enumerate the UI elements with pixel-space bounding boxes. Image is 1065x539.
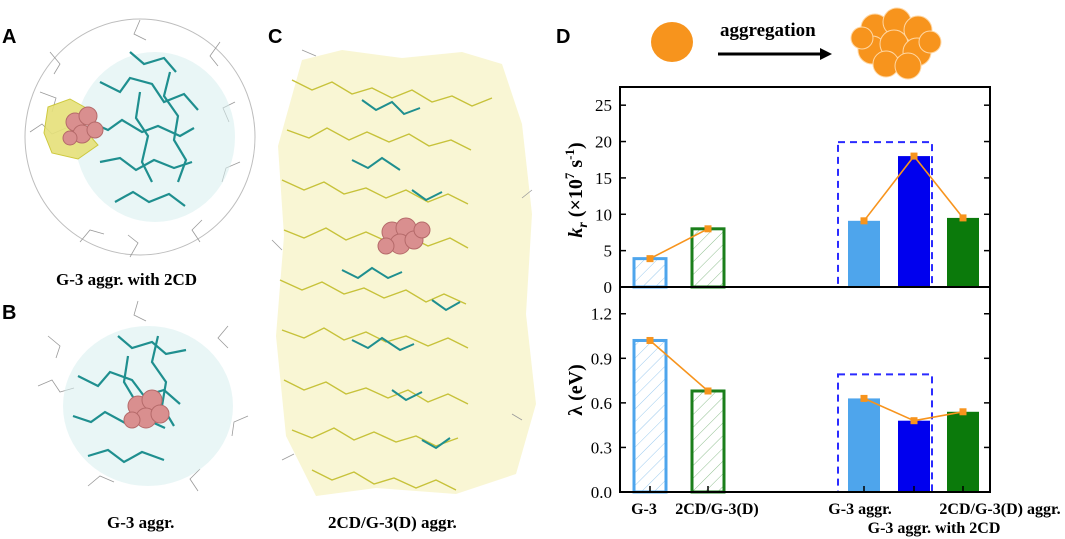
y-tick-label-0-5: 25 xyxy=(595,96,612,115)
bar-1-1 xyxy=(690,389,726,494)
data-point-0-4 xyxy=(959,214,967,222)
category-label-2: G-3 aggr. xyxy=(828,501,891,518)
ylabel-s: s xyxy=(565,160,587,173)
caption-c: 2CD/G-3(D) aggr. xyxy=(328,513,457,532)
y-tick-label-0-4: 20 xyxy=(595,133,612,152)
molecule-image-b xyxy=(37,300,249,492)
category-label-3: G-3 aggr. with 2CD xyxy=(868,520,1001,537)
series-line-1-0 xyxy=(649,339,709,392)
y-tick-label-1-2: 0.6 xyxy=(591,394,612,413)
ylabel-exp2: -1 xyxy=(562,149,577,160)
data-point-1-4 xyxy=(959,408,967,416)
y-axis-label-bottom: λ (eV) xyxy=(565,364,587,415)
panel-letter-a: A xyxy=(2,26,17,48)
single-particle xyxy=(651,22,693,62)
bar-0-4 xyxy=(947,217,979,287)
aggregate-cluster xyxy=(850,7,942,80)
y-tick-label-0-1: 5 xyxy=(604,242,613,261)
panel-letter-b: B xyxy=(2,302,17,324)
y-tick-label-1-3: 0.9 xyxy=(591,349,612,368)
ylabel-close: ) xyxy=(565,142,587,149)
ylabel-exp: 7 xyxy=(562,172,577,179)
chart-frame xyxy=(619,86,991,493)
bar-1-2 xyxy=(848,398,880,492)
data-point-0-0 xyxy=(646,255,654,263)
panel-letter-d: D xyxy=(556,26,571,48)
category-label-4: 2CD/G-3(D) aggr. xyxy=(939,501,1060,518)
bar-1-4 xyxy=(947,411,979,492)
molecule-image-c xyxy=(271,49,536,496)
data-point-0-3 xyxy=(910,152,918,160)
caption-a: G-3 aggr. with 2CD xyxy=(56,270,198,289)
series-line-1-1 xyxy=(863,397,915,422)
y-tick-label-0-0: 0 xyxy=(604,278,613,297)
ylabel-sub: r xyxy=(576,222,591,228)
y-tick-label-1-1: 0.3 xyxy=(591,438,612,457)
data-point-0-2 xyxy=(860,217,868,225)
caption-b: G-3 aggr. xyxy=(107,513,175,532)
y-tick-label-0-3: 15 xyxy=(595,169,612,188)
data-point-1-2 xyxy=(860,394,868,402)
data-point-1-0 xyxy=(646,336,654,344)
data-point-0-1 xyxy=(704,225,712,233)
bar-0-3 xyxy=(898,156,930,287)
y-axis-label-top: kr (×107 s-1) xyxy=(562,142,591,237)
series-line-1-2 xyxy=(913,410,964,422)
bar-0-2 xyxy=(848,220,880,287)
aggregation-arrow-head xyxy=(820,48,832,60)
bar-1-3 xyxy=(898,420,930,492)
aggregation-schematic: aggregation xyxy=(651,7,942,80)
category-label-0: G-3 xyxy=(631,501,657,518)
data-point-1-1 xyxy=(704,387,712,395)
y-tick-label-1-0: 0.0 xyxy=(591,483,612,502)
bar-1-0 xyxy=(632,338,668,494)
ylabel-units: (×10 xyxy=(565,179,587,222)
series-line-0-0 xyxy=(649,228,709,260)
ylabel-k: k xyxy=(565,228,587,238)
category-label-1: 2CD/G-3(D) xyxy=(675,501,759,518)
aggregation-label: aggregation xyxy=(720,20,816,41)
series-line-0-1 xyxy=(863,155,915,222)
y-tick-label-1-4: 1.2 xyxy=(591,305,612,324)
panel-letter-c: C xyxy=(268,26,283,48)
bar-0-1 xyxy=(690,227,726,289)
y-tick-label-0-2: 10 xyxy=(595,205,612,224)
data-point-1-3 xyxy=(910,417,918,425)
series-line-0-2 xyxy=(913,155,964,219)
bar-0-0 xyxy=(632,257,668,289)
molecule-image-a xyxy=(24,18,256,258)
